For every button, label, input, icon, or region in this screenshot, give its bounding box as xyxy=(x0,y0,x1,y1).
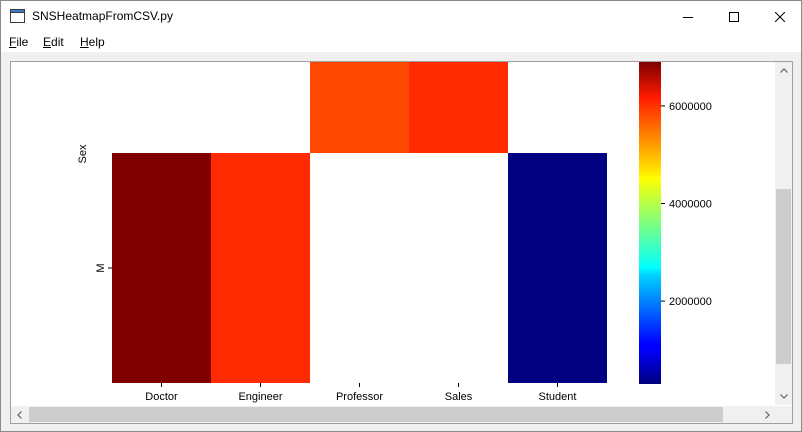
scroll-up-button[interactable] xyxy=(775,62,792,79)
close-icon xyxy=(775,11,785,22)
colorbar xyxy=(639,62,661,384)
python-window-icon xyxy=(10,9,25,23)
x-tick-label: Engineer xyxy=(238,391,282,403)
x-tick-label: Doctor xyxy=(145,391,178,403)
maximize-button[interactable] xyxy=(711,1,757,32)
heatmap-cell xyxy=(409,62,508,153)
x-tick-label: Professor xyxy=(336,391,383,403)
scroll-right-button[interactable] xyxy=(759,406,776,423)
menu-edit[interactable]: Edit xyxy=(43,35,64,49)
colorbar-tick-label: 2000000 xyxy=(669,296,712,308)
x-axis-ticks: Doctor Engineer Professor Sales Student xyxy=(145,383,576,403)
heatmap-figure: Doctor Engineer Professor Sales Student M Se… xyxy=(11,62,776,405)
heatmap-cell xyxy=(508,153,607,383)
menu-help-label: elp xyxy=(88,35,105,49)
chevron-up-icon xyxy=(779,68,788,73)
heatmap-cell xyxy=(211,153,310,383)
minimize-icon xyxy=(683,16,693,18)
heatmap-cell xyxy=(112,153,211,383)
menu-file-mnemonic: F xyxy=(9,35,17,49)
menu-file[interactable]: File xyxy=(9,35,28,49)
colorbar-ticks: 2000000 4000000 6000000 xyxy=(661,101,712,308)
chevron-left-icon xyxy=(17,410,22,419)
scroll-left-button[interactable] xyxy=(11,406,28,423)
vertical-scrollbar[interactable] xyxy=(775,62,792,405)
menu-edit-label: dit xyxy=(51,35,64,49)
heatmap-cell xyxy=(310,62,409,153)
horizontal-scrollbar[interactable] xyxy=(11,406,776,423)
maximize-icon xyxy=(729,11,739,22)
colorbar-tick-label: 6000000 xyxy=(669,101,712,113)
y-tick-label: M xyxy=(95,263,107,272)
colorbar-tick-label: 4000000 xyxy=(669,198,712,210)
menu-file-label: ile xyxy=(16,35,29,49)
vertical-scroll-thumb[interactable] xyxy=(776,189,791,364)
x-tick-label: Student xyxy=(539,391,577,403)
menu-help[interactable]: Help xyxy=(80,35,105,49)
y-axis-label: Sex xyxy=(77,144,89,163)
scroll-down-button[interactable] xyxy=(775,388,792,405)
x-tick-label: Sales xyxy=(445,391,473,403)
heatmap-cells xyxy=(112,62,607,383)
y-axis-ticks: M xyxy=(95,263,112,273)
chevron-down-icon xyxy=(779,394,788,399)
menu-bar: File Edit Help xyxy=(1,32,801,53)
close-button[interactable] xyxy=(757,1,802,32)
plot-canvas-scroll-area[interactable]: Doctor Engineer Professor Sales Student M Se… xyxy=(10,61,793,424)
menu-edit-mnemonic: E xyxy=(43,35,52,49)
title-bar[interactable]: SNSHeatmapFromCSV.py xyxy=(1,1,801,32)
horizontal-scroll-thumb[interactable] xyxy=(29,407,723,422)
minimize-button[interactable] xyxy=(665,1,711,32)
chevron-right-icon xyxy=(765,410,770,419)
window-title: SNSHeatmapFromCSV.py xyxy=(32,9,173,23)
scrollbar-corner xyxy=(775,406,792,423)
menu-help-mnemonic: H xyxy=(80,35,89,49)
